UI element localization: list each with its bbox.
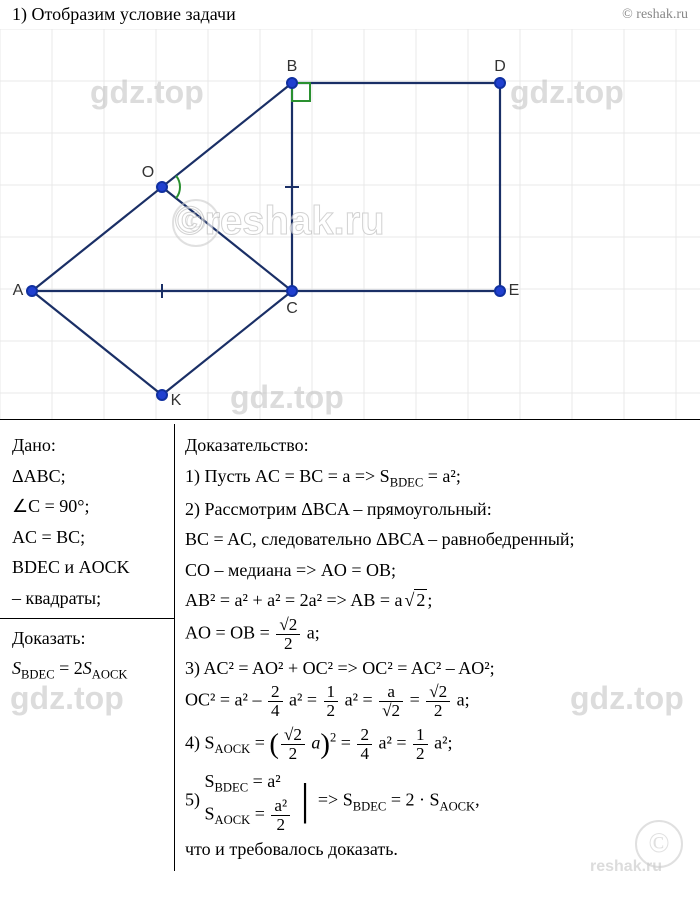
diagram-point-C bbox=[286, 285, 298, 297]
diagram-label-O: O bbox=[142, 164, 154, 182]
given-title: Дано: bbox=[12, 430, 166, 461]
diagram-label-A: A bbox=[13, 282, 24, 300]
proof-qed: что и требовалось доказать. bbox=[185, 834, 690, 865]
diagram-point-B bbox=[286, 77, 298, 89]
diagram-svg bbox=[0, 29, 700, 419]
diagram-label-E: E bbox=[509, 282, 520, 300]
diagram-point-K bbox=[156, 389, 168, 401]
proof-step: AO = OB = √22 a; bbox=[185, 616, 690, 653]
proof-step-1: 1) Пусть AC = BC = a => SBDEC = a²; bbox=[185, 461, 690, 494]
diagram-point-O bbox=[156, 181, 168, 193]
proof-section: Дано: ΔABC; ∠C = 90°; AC = BC; BDEC и AO… bbox=[0, 419, 700, 871]
diagram-label-B: B bbox=[287, 58, 298, 76]
prove-line: SBDEC = 2SAOCK bbox=[12, 653, 166, 686]
proof-step: AB² = a² + a² = 2a² => AB = a2; bbox=[185, 585, 690, 616]
proof-step: OC² = a² – 24 a² = 12 a² = a√2 = √22 a; bbox=[185, 683, 690, 720]
geometry-diagram: ABCDEOK gdz.top gdz.top gdz.top © ©resha… bbox=[0, 29, 700, 419]
proof-step: BC = AC, следовательно ΔBCA – равнобедре… bbox=[185, 524, 690, 555]
given-line: BDEC и AOCK bbox=[12, 552, 166, 583]
proof-step-3: 3) AC² = AO² + OC² => OC² = AC² – AO²; bbox=[185, 653, 690, 684]
proof-column: Доказательство: 1) Пусть AC = BC = a => … bbox=[175, 424, 700, 871]
diagram-label-K: K bbox=[171, 392, 182, 410]
diagram-point-E bbox=[494, 285, 506, 297]
proof-step-2: 2) Рассмотрим ΔBCA – прямоугольный: bbox=[185, 494, 690, 525]
proof-step: CO – медиана => AO = OB; bbox=[185, 555, 690, 586]
diagram-label-D: D bbox=[494, 58, 506, 76]
prove-title: Доказать: bbox=[12, 623, 166, 654]
diagram-point-D bbox=[494, 77, 506, 89]
diagram-label-C: C bbox=[286, 300, 298, 318]
given-line: ∠C = 90°; bbox=[12, 491, 166, 522]
proof-step-5: 5) SBDEC = a² SAOCK = a²2 | => SBDEC = 2… bbox=[185, 769, 690, 834]
watermark-copyright-circle: © bbox=[172, 199, 220, 247]
proof-title: Доказательство: bbox=[185, 430, 690, 461]
given-line: – квадраты; bbox=[12, 583, 166, 614]
given-divider bbox=[0, 618, 174, 619]
watermark-copyright-circle: © bbox=[635, 820, 683, 868]
proof-step-4: 4) SAOCK = (√22 a)2 = 24 a² = 12 a²; bbox=[185, 720, 690, 769]
copyright-label: © reshak.ru bbox=[622, 7, 688, 23]
problem-heading: 1) Отобразим условие задачи bbox=[12, 4, 236, 25]
given-line: ΔABC; bbox=[12, 461, 166, 492]
diagram-point-A bbox=[26, 285, 38, 297]
given-column: Дано: ΔABC; ∠C = 90°; AC = BC; BDEC и AO… bbox=[0, 424, 175, 871]
given-line: AC = BC; bbox=[12, 522, 166, 553]
